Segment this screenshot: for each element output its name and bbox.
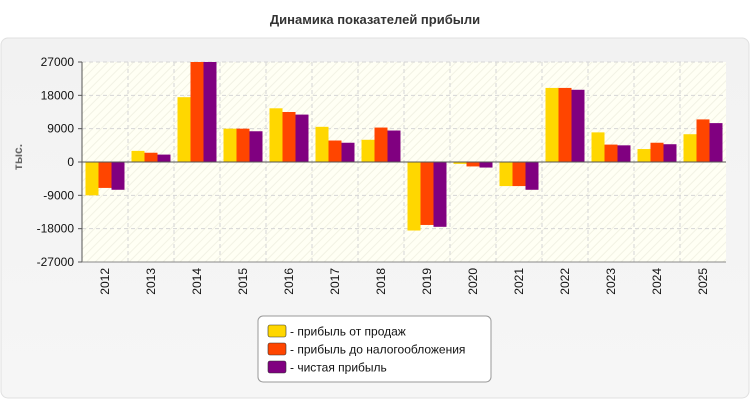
- x-tick-label: 2014: [190, 268, 204, 295]
- x-tick-label: 2018: [374, 268, 388, 295]
- legend-label: - прибыль от продаж: [290, 325, 406, 339]
- x-tick-label: 2021: [512, 268, 526, 295]
- y-tick-label: 18000: [41, 88, 75, 102]
- bar-2015-series-2: [236, 128, 250, 162]
- bar-2016-series-3: [295, 114, 309, 162]
- y-tick-labels: 27000 18000 9000 0 -9000 -18000 -27000: [37, 55, 75, 269]
- bar-2020-series-2: [466, 162, 480, 167]
- bar-2022-series-3: [571, 89, 585, 162]
- bar-2014-series-2: [190, 62, 204, 162]
- bar-2016-series-1: [269, 108, 283, 162]
- bar-2012-series-1: [85, 162, 99, 196]
- legend-swatch: [267, 360, 287, 374]
- bar-2019-series-1: [407, 162, 421, 231]
- bar-2012-series-3: [111, 162, 125, 190]
- bar-2021-series-3: [525, 162, 539, 190]
- bar-2015-series-3: [249, 131, 263, 162]
- bar-2019-series-3: [433, 162, 447, 227]
- bar-2013-series-3: [157, 154, 171, 162]
- x-tick-label: 2017: [328, 268, 342, 295]
- bar-2018-series-1: [361, 139, 375, 162]
- bar-2017-series-2: [328, 140, 342, 162]
- legend-label: - чистая прибыль: [290, 361, 387, 375]
- bar-2013-series-1: [131, 150, 145, 162]
- bar-2023-series-1: [591, 132, 605, 162]
- bar-2014-series-3: [203, 62, 217, 162]
- bar-2025-series-2: [696, 119, 710, 162]
- bar-2022-series-1: [545, 87, 559, 162]
- bar-2015-series-1: [223, 128, 237, 162]
- y-tick-label: 27000: [41, 55, 75, 69]
- bar-2014-series-1: [177, 97, 191, 162]
- bar-2025-series-3: [709, 123, 723, 162]
- bar-2022-series-2: [558, 87, 572, 162]
- x-tick-label: 2024: [650, 268, 664, 295]
- bar-2020-series-1: [453, 162, 467, 164]
- bar-2018-series-3: [387, 130, 401, 162]
- legend-swatch: [267, 342, 287, 356]
- bar-2020-series-3: [479, 162, 493, 168]
- bar-2025-series-1: [683, 134, 697, 162]
- bars: [85, 62, 723, 231]
- bar-2023-series-2: [604, 144, 618, 162]
- y-tick-label: -27000: [37, 255, 75, 269]
- axes: [78, 61, 726, 263]
- bar-2017-series-1: [315, 126, 329, 162]
- x-tick-labels: 2012 2013 2014 2015 2016 2017 2018 2019 2020 2021…: [98, 268, 710, 295]
- y-tick-label: -18000: [37, 222, 75, 236]
- bar-2024-series-3: [663, 144, 677, 162]
- bar-2013-series-2: [144, 152, 158, 162]
- bar-2019-series-2: [420, 162, 434, 225]
- y-tick-label: -9000: [43, 188, 74, 202]
- x-tick-label: 2023: [604, 268, 618, 295]
- x-tick-label: 2012: [98, 268, 112, 295]
- legend-swatch: [267, 324, 287, 338]
- bar-2021-series-2: [512, 162, 526, 187]
- bar-2018-series-2: [374, 127, 388, 162]
- x-tick-label: 2020: [466, 268, 480, 295]
- x-tick-label: 2013: [144, 268, 158, 295]
- x-tick-label: 2015: [236, 268, 250, 295]
- x-tick-label: 2025: [696, 268, 710, 295]
- bar-2021-series-1: [499, 162, 513, 187]
- bar-2017-series-3: [341, 142, 355, 162]
- y-tick-label: 9000: [47, 122, 74, 136]
- bar-2024-series-2: [650, 142, 664, 162]
- chart-title: Динамика показателей прибыли: [270, 12, 480, 27]
- legend: - прибыль от продаж - прибыль до налогооб…: [257, 315, 492, 383]
- x-tick-label: 2016: [282, 268, 296, 295]
- bar-2012-series-2: [98, 162, 112, 188]
- y-tick-label: 0: [67, 155, 74, 169]
- bar-2016-series-2: [282, 112, 296, 162]
- x-tick-label: 2019: [420, 268, 434, 295]
- bar-2024-series-1: [637, 149, 651, 162]
- bar-2023-series-3: [617, 145, 631, 162]
- y-axis-label: тыс.: [11, 144, 25, 170]
- legend-box: [257, 315, 492, 383]
- legend-label: - прибыль до налогообложения: [290, 343, 465, 357]
- x-tick-label: 2022: [558, 268, 572, 295]
